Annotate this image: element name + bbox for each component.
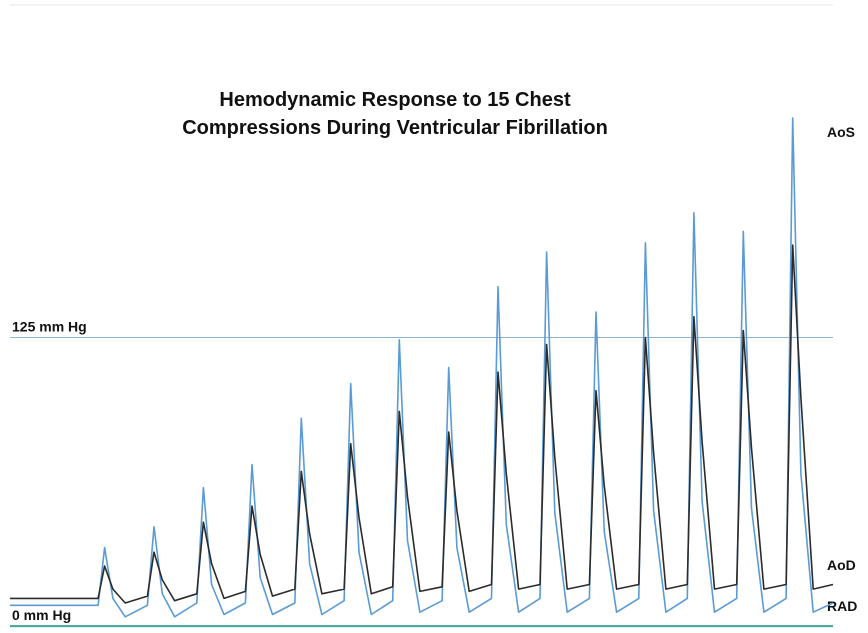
y-tick-label: 125 mm Hg — [12, 318, 87, 334]
trace-line — [10, 117, 834, 618]
annotation: AoS — [827, 124, 855, 140]
chart-title: Compressions During Ventricular Fibrilla… — [182, 117, 608, 139]
chart-title: Hemodynamic Response to 15 Chest — [219, 89, 571, 111]
annotation: AoD — [827, 557, 856, 573]
trace-line — [10, 244, 834, 604]
annotation: RAD — [827, 598, 857, 614]
y-tick-label: 0 mm Hg — [12, 607, 71, 623]
